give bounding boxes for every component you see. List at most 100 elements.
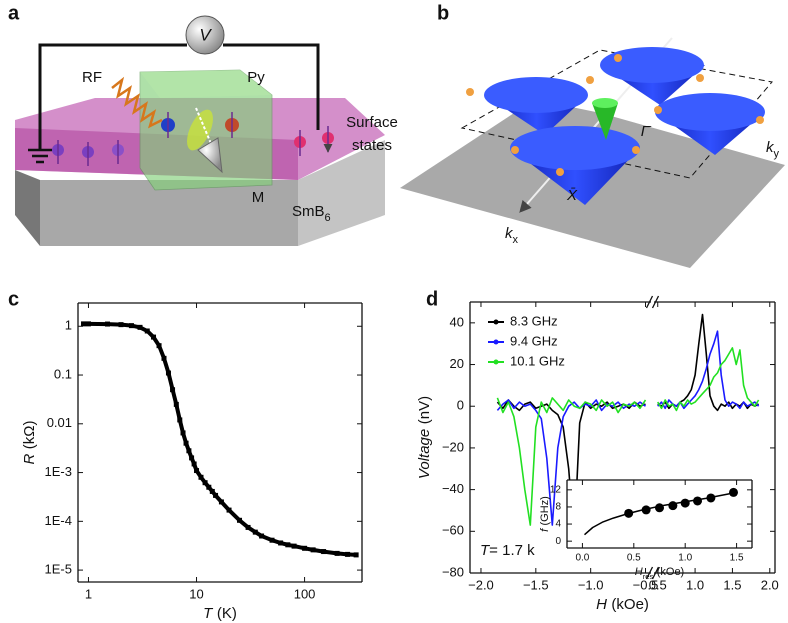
y-tick-label: 1E-4 — [45, 513, 72, 528]
panel-label: d — [426, 288, 438, 310]
data-point — [641, 505, 651, 515]
axis-unit: (GHz) — [539, 496, 551, 525]
axis-symbol: R — [21, 454, 38, 465]
kx-text: k — [505, 225, 514, 242]
data-point — [668, 501, 678, 511]
series-line — [657, 330, 760, 410]
y-tick-label: 20 — [450, 356, 464, 371]
axis-unit: (kOe) — [657, 566, 685, 578]
m-cone — [197, 137, 223, 174]
x-tick-label: −2.0 — [468, 577, 494, 592]
legend-label: 10.1 GHz — [510, 353, 565, 368]
spin-arrows — [466, 54, 764, 176]
y-tick-label: 4 — [555, 519, 561, 530]
x-tick-label: 10 — [189, 586, 203, 601]
py-top — [140, 70, 272, 98]
data-point — [183, 440, 189, 446]
panel-b: Γ̄ X̄ ky kx — [400, 37, 785, 268]
legend-swatch — [493, 319, 499, 325]
data-point — [624, 508, 634, 518]
axis-label: R (kΩ) — [21, 420, 38, 464]
box-right — [298, 140, 385, 246]
axis-label: T= 1.7 k — [480, 542, 535, 559]
data-point — [345, 551, 351, 557]
axis-break — [645, 295, 654, 309]
panel-label: b — [437, 2, 449, 24]
data-point — [189, 455, 195, 461]
precession-axis — [195, 107, 213, 147]
data-point — [259, 533, 265, 539]
data-point — [186, 448, 192, 454]
series-line — [496, 397, 647, 526]
axis-symbol: T — [480, 542, 491, 559]
axis-symbol: f — [539, 528, 551, 532]
rf-wave — [111, 76, 163, 129]
axis-break — [651, 295, 660, 309]
data-point — [173, 401, 179, 407]
data-point — [218, 499, 224, 505]
data-point — [202, 480, 208, 486]
data-point — [165, 370, 171, 376]
data-point — [693, 496, 703, 506]
x-tick-label: 0.5 — [627, 553, 641, 564]
x-tick-label: 1 — [85, 586, 92, 601]
axis-symbol: T — [203, 605, 214, 622]
data-point — [310, 547, 316, 553]
gamma-label: Γ̄ — [641, 123, 653, 140]
ky-label: ky — [766, 139, 780, 160]
axis-label: H (kOe) — [596, 596, 649, 613]
brillouin-zone — [460, 49, 773, 179]
legend-swatch — [493, 359, 499, 365]
panel-label: c — [8, 288, 19, 310]
data-point — [161, 355, 167, 361]
data-point — [729, 487, 738, 497]
y-tick-label: 1E-3 — [45, 464, 72, 479]
data-point — [151, 334, 157, 340]
x-tick-label: 1.0 — [686, 577, 704, 592]
x-tick-label: −1.5 — [523, 577, 549, 592]
legend-label: 9.4 GHz — [510, 333, 558, 348]
data-point — [180, 430, 186, 436]
y-tick-label: 0.1 — [54, 366, 72, 381]
data-point — [209, 488, 215, 494]
x-tick-label: 1.0 — [678, 553, 692, 564]
kx-sub: x — [513, 234, 519, 246]
y-tick-label: 8 — [555, 502, 561, 513]
legend-label: 8.3 GHz — [510, 313, 558, 328]
data-point — [170, 387, 176, 393]
data-point — [655, 503, 664, 513]
data-point — [137, 324, 143, 330]
x-tick-label: 2.0 — [761, 577, 779, 592]
axis-symbol: Voltage — [416, 429, 433, 479]
ky-sub: y — [774, 148, 780, 160]
data-point — [194, 468, 200, 474]
y-tick-label: −60 — [442, 523, 464, 538]
data-point — [81, 321, 87, 327]
y-tick-label: 0 — [457, 398, 464, 413]
axis-label: f (GHz) — [539, 496, 551, 532]
data-point — [237, 517, 243, 523]
x-tick-label: 1.5 — [723, 577, 741, 592]
data-point — [104, 321, 110, 327]
box-side — [15, 170, 40, 246]
data-point — [213, 492, 219, 498]
spins — [52, 112, 334, 166]
data-point — [198, 474, 204, 480]
py-label: Py — [247, 69, 265, 86]
axis-sub: res — [643, 572, 654, 581]
y-tick-label: −40 — [442, 481, 464, 496]
data-point — [321, 549, 327, 555]
material-text: SmB — [292, 203, 325, 220]
data-point — [278, 540, 284, 546]
panel-label: a — [8, 2, 20, 24]
data-point — [285, 542, 291, 548]
x-tick-label: 0.5 — [649, 577, 667, 592]
y-tick-label: 12 — [550, 484, 562, 495]
material-sub: 6 — [325, 212, 331, 224]
data-point — [269, 537, 275, 543]
data-point — [156, 343, 162, 349]
axis-unit: (nV) — [416, 396, 433, 424]
data-point — [128, 323, 134, 329]
precession — [187, 109, 213, 151]
x-point-label: X̄ — [566, 187, 578, 204]
